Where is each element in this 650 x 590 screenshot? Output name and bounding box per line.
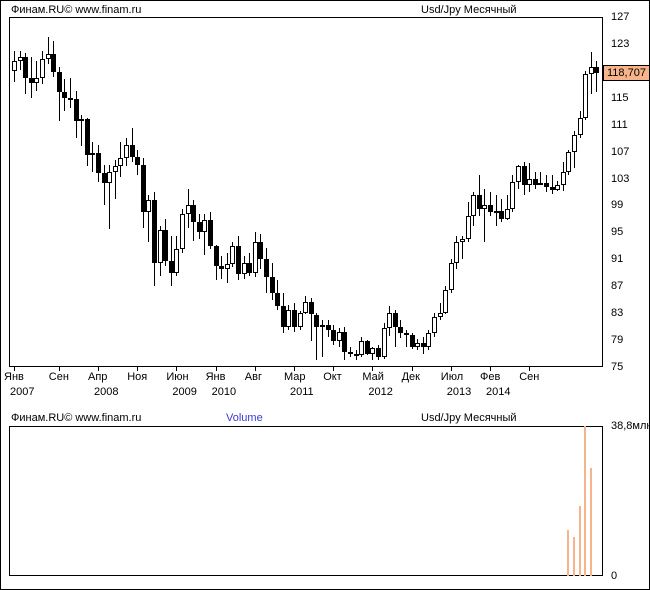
chart-container: Финам.RU© www.finam.ru Usd/Jpy Месячный …	[0, 0, 650, 590]
x-month-label: Июл	[441, 371, 463, 383]
price-ytick: 83	[611, 307, 623, 319]
x-month-label: Сен	[49, 371, 69, 383]
vol-header-center: Volume	[226, 412, 263, 424]
x-month-label: Сен	[519, 371, 539, 383]
volume-ytick-max: 38,8млн.	[611, 420, 650, 432]
volume-bar	[573, 537, 575, 576]
volume-bar	[579, 506, 581, 576]
price-ytick: 111	[611, 119, 628, 131]
x-year-label: 2014	[486, 386, 510, 398]
x-month-label: Авг	[245, 371, 262, 383]
x-axis-labels: Янв 2007 Сен Апр 2008 Ноя Июн 2009 Янв 2010 Авг Мар…	[1, 371, 650, 409]
x-month-label: Янв	[206, 371, 226, 383]
last-price-marker: 118,707	[603, 65, 650, 81]
volume-bar	[567, 530, 569, 576]
header-right: Usd/Jpy Месячный	[421, 4, 517, 16]
x-month-label: Фев	[480, 371, 500, 383]
x-year-label: 2013	[447, 386, 471, 398]
x-month-label: Июн	[166, 371, 188, 383]
price-ytick: 127	[611, 11, 629, 23]
price-ytick: 95	[611, 226, 623, 238]
x-month-label: Апр	[88, 371, 107, 383]
x-month-label: Май	[362, 371, 384, 383]
x-year-label: 2009	[172, 386, 196, 398]
price-ytick: 87	[611, 280, 623, 292]
x-month-label: Янв	[4, 371, 24, 383]
price-ytick: 123	[611, 38, 629, 50]
x-year-label: 2008	[94, 386, 118, 398]
x-month-label: Мар	[284, 371, 306, 383]
volume-ytick-zero: 0	[611, 570, 617, 582]
vol-header-right: Usd/Jpy Месячный	[421, 412, 517, 424]
price-ytick: 79	[611, 334, 623, 346]
vol-header-left: Финам.RU© www.finam.ru	[11, 412, 141, 424]
x-year-label: 2010	[212, 386, 236, 398]
x-year-label: 2011	[290, 386, 314, 398]
price-ytick: 91	[611, 253, 623, 265]
price-ytick: 107	[611, 146, 629, 158]
volume-bar	[584, 426, 586, 576]
header-left: Финам.RU© www.finam.ru	[11, 4, 141, 16]
x-year-label: 2007	[10, 386, 34, 398]
price-ytick: 99	[611, 199, 623, 211]
volume-bar	[590, 468, 592, 576]
x-month-label: Ноя	[127, 371, 147, 383]
x-year-label: 2012	[368, 386, 392, 398]
x-month-label: Окт	[323, 371, 342, 383]
price-ytick: 115	[611, 92, 629, 104]
x-month-label: Дек	[402, 371, 420, 383]
volume-panel	[9, 426, 603, 576]
price-ytick: 103	[611, 173, 629, 185]
